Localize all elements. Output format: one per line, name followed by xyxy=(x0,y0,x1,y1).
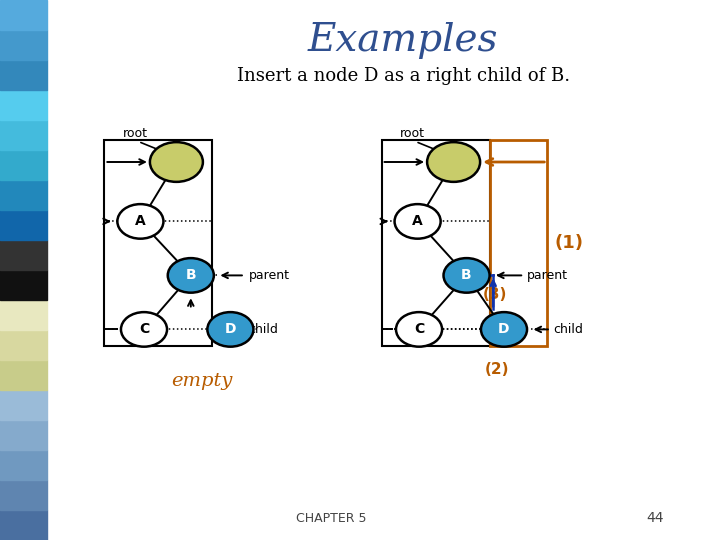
Bar xyxy=(0,90,47,120)
Text: parent: parent xyxy=(527,269,568,282)
Bar xyxy=(0,210,47,240)
Text: 44: 44 xyxy=(647,511,664,525)
Bar xyxy=(0,510,47,540)
Bar xyxy=(0,360,47,390)
Bar xyxy=(0,180,47,210)
Text: (3): (3) xyxy=(483,287,508,302)
Text: root: root xyxy=(122,127,148,140)
Bar xyxy=(0,150,47,180)
Circle shape xyxy=(396,312,442,347)
Text: B: B xyxy=(186,268,196,282)
Bar xyxy=(0,120,47,150)
Text: parent: parent xyxy=(248,269,289,282)
Bar xyxy=(0,330,47,360)
Circle shape xyxy=(481,312,527,347)
Bar xyxy=(0,30,47,60)
Circle shape xyxy=(444,258,490,293)
Bar xyxy=(0,450,47,480)
Bar xyxy=(0,390,47,420)
Text: C: C xyxy=(414,322,424,336)
Bar xyxy=(382,140,490,346)
Text: D: D xyxy=(498,322,510,336)
Bar xyxy=(104,140,212,346)
Text: child: child xyxy=(553,323,582,336)
Text: B: B xyxy=(462,268,472,282)
Circle shape xyxy=(150,142,203,182)
Circle shape xyxy=(121,312,167,347)
Bar xyxy=(0,60,47,90)
Circle shape xyxy=(427,142,480,182)
Bar xyxy=(0,300,47,330)
Text: Examples: Examples xyxy=(308,22,498,59)
Text: Insert a node D as a right child of B.: Insert a node D as a right child of B. xyxy=(237,66,570,85)
Circle shape xyxy=(117,204,163,239)
Text: A: A xyxy=(413,214,423,228)
Text: C: C xyxy=(139,322,149,336)
Text: child: child xyxy=(248,323,278,336)
Text: D: D xyxy=(225,322,236,336)
Bar xyxy=(490,140,547,346)
Text: (1): (1) xyxy=(554,234,583,252)
Text: empty: empty xyxy=(171,372,233,390)
Text: A: A xyxy=(135,214,145,228)
Text: root: root xyxy=(400,127,425,140)
Bar xyxy=(0,420,47,450)
Bar xyxy=(0,270,47,300)
Text: (2): (2) xyxy=(485,362,509,377)
Bar xyxy=(0,240,47,270)
Bar xyxy=(0,0,47,30)
Circle shape xyxy=(395,204,441,239)
Bar xyxy=(0,480,47,510)
Text: CHAPTER 5: CHAPTER 5 xyxy=(296,512,366,525)
Circle shape xyxy=(207,312,253,347)
Circle shape xyxy=(168,258,214,293)
